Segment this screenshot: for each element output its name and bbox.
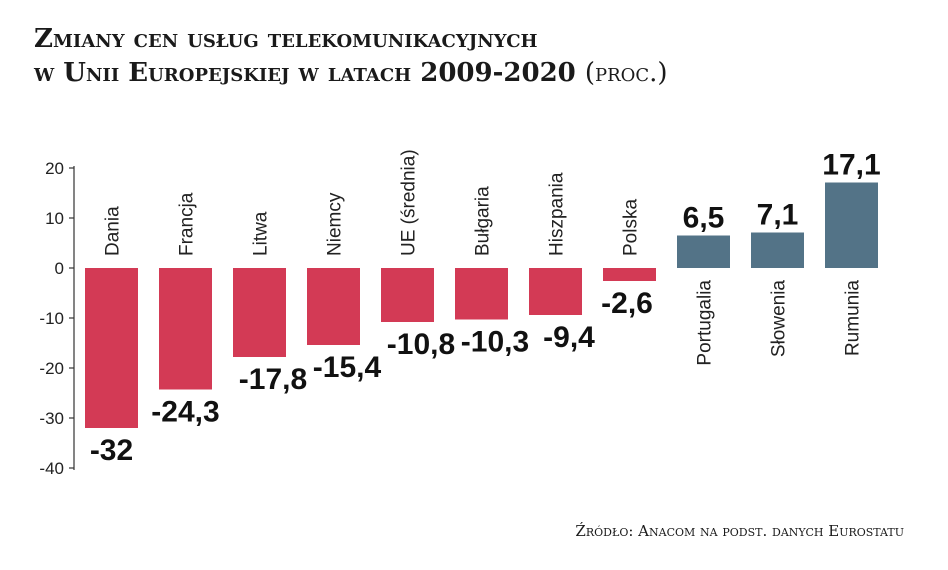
- bar: [825, 182, 878, 268]
- y-tick-label: -10: [39, 309, 64, 328]
- category-label: Portugalia: [695, 280, 716, 366]
- bar: [85, 268, 138, 428]
- bar: [529, 268, 582, 315]
- bar: [307, 268, 360, 345]
- bar: [751, 232, 804, 268]
- category-label: Hiszpania: [547, 172, 568, 256]
- bar-value-label: -32: [90, 434, 133, 467]
- source-note: Źródło: Anacom na podst. danych Eurostat…: [575, 522, 904, 540]
- bar: [603, 268, 656, 281]
- y-tick-label: -40: [39, 459, 64, 478]
- bar: [233, 268, 286, 357]
- category-label: Polska: [621, 199, 642, 256]
- bar-value-label: 6,5: [683, 202, 725, 235]
- category-label: Słowenia: [769, 280, 790, 358]
- category-label: UE (średnia): [399, 149, 420, 256]
- chart-title-line-1: Zmiany cen usług telekomunikacyjnych: [34, 24, 538, 54]
- y-tick-label: 20: [45, 159, 64, 178]
- category-label: Niemcy: [325, 192, 346, 256]
- y-tick-label: -20: [39, 359, 64, 378]
- bar-value-label: 7,1: [757, 199, 799, 232]
- bar-value-label: -24,3: [151, 396, 219, 429]
- chart-title-line-2: w Unii Europejskiej w latach 2009-2020 (…: [34, 56, 668, 90]
- chart-title: Zmiany cen usług telekomunikacyjnych w U…: [34, 22, 668, 90]
- y-tick-label: 10: [45, 209, 64, 228]
- category-label: Dania: [103, 206, 124, 256]
- bar-layer: [85, 182, 878, 428]
- category-label: Bułgaria: [473, 186, 494, 256]
- category-label: Francja: [177, 192, 198, 256]
- bar: [455, 268, 508, 320]
- category-label: Litwa: [251, 211, 272, 256]
- bar-value-label: -17,8: [239, 363, 307, 396]
- bar: [381, 268, 434, 322]
- y-tick-label: 0: [55, 259, 64, 278]
- bar-value-label: -9,4: [543, 321, 595, 354]
- category-label: Rumunia: [843, 280, 864, 356]
- bar: [677, 235, 730, 268]
- bar-value-label: -15,4: [313, 351, 382, 384]
- chart-title-line-2-text: w Unii Europejskiej w latach 2009-2020: [34, 58, 576, 88]
- y-tick-label: -30: [39, 409, 64, 428]
- chart-unit: (proc.): [584, 58, 668, 88]
- bar-value-label: 17,1: [822, 149, 880, 182]
- bar-value-label: -10,3: [461, 326, 529, 359]
- bar-value-label: -2,6: [601, 287, 653, 320]
- label-layer: -32 Dania -24,3 Francja -17,8 Litwa -15,4 Niemc…: [90, 149, 881, 468]
- bar-value-label: -10,8: [387, 328, 455, 361]
- axis-layer: 20 10 0 -10 -20 -30 -40: [39, 159, 75, 478]
- bar: [159, 268, 212, 390]
